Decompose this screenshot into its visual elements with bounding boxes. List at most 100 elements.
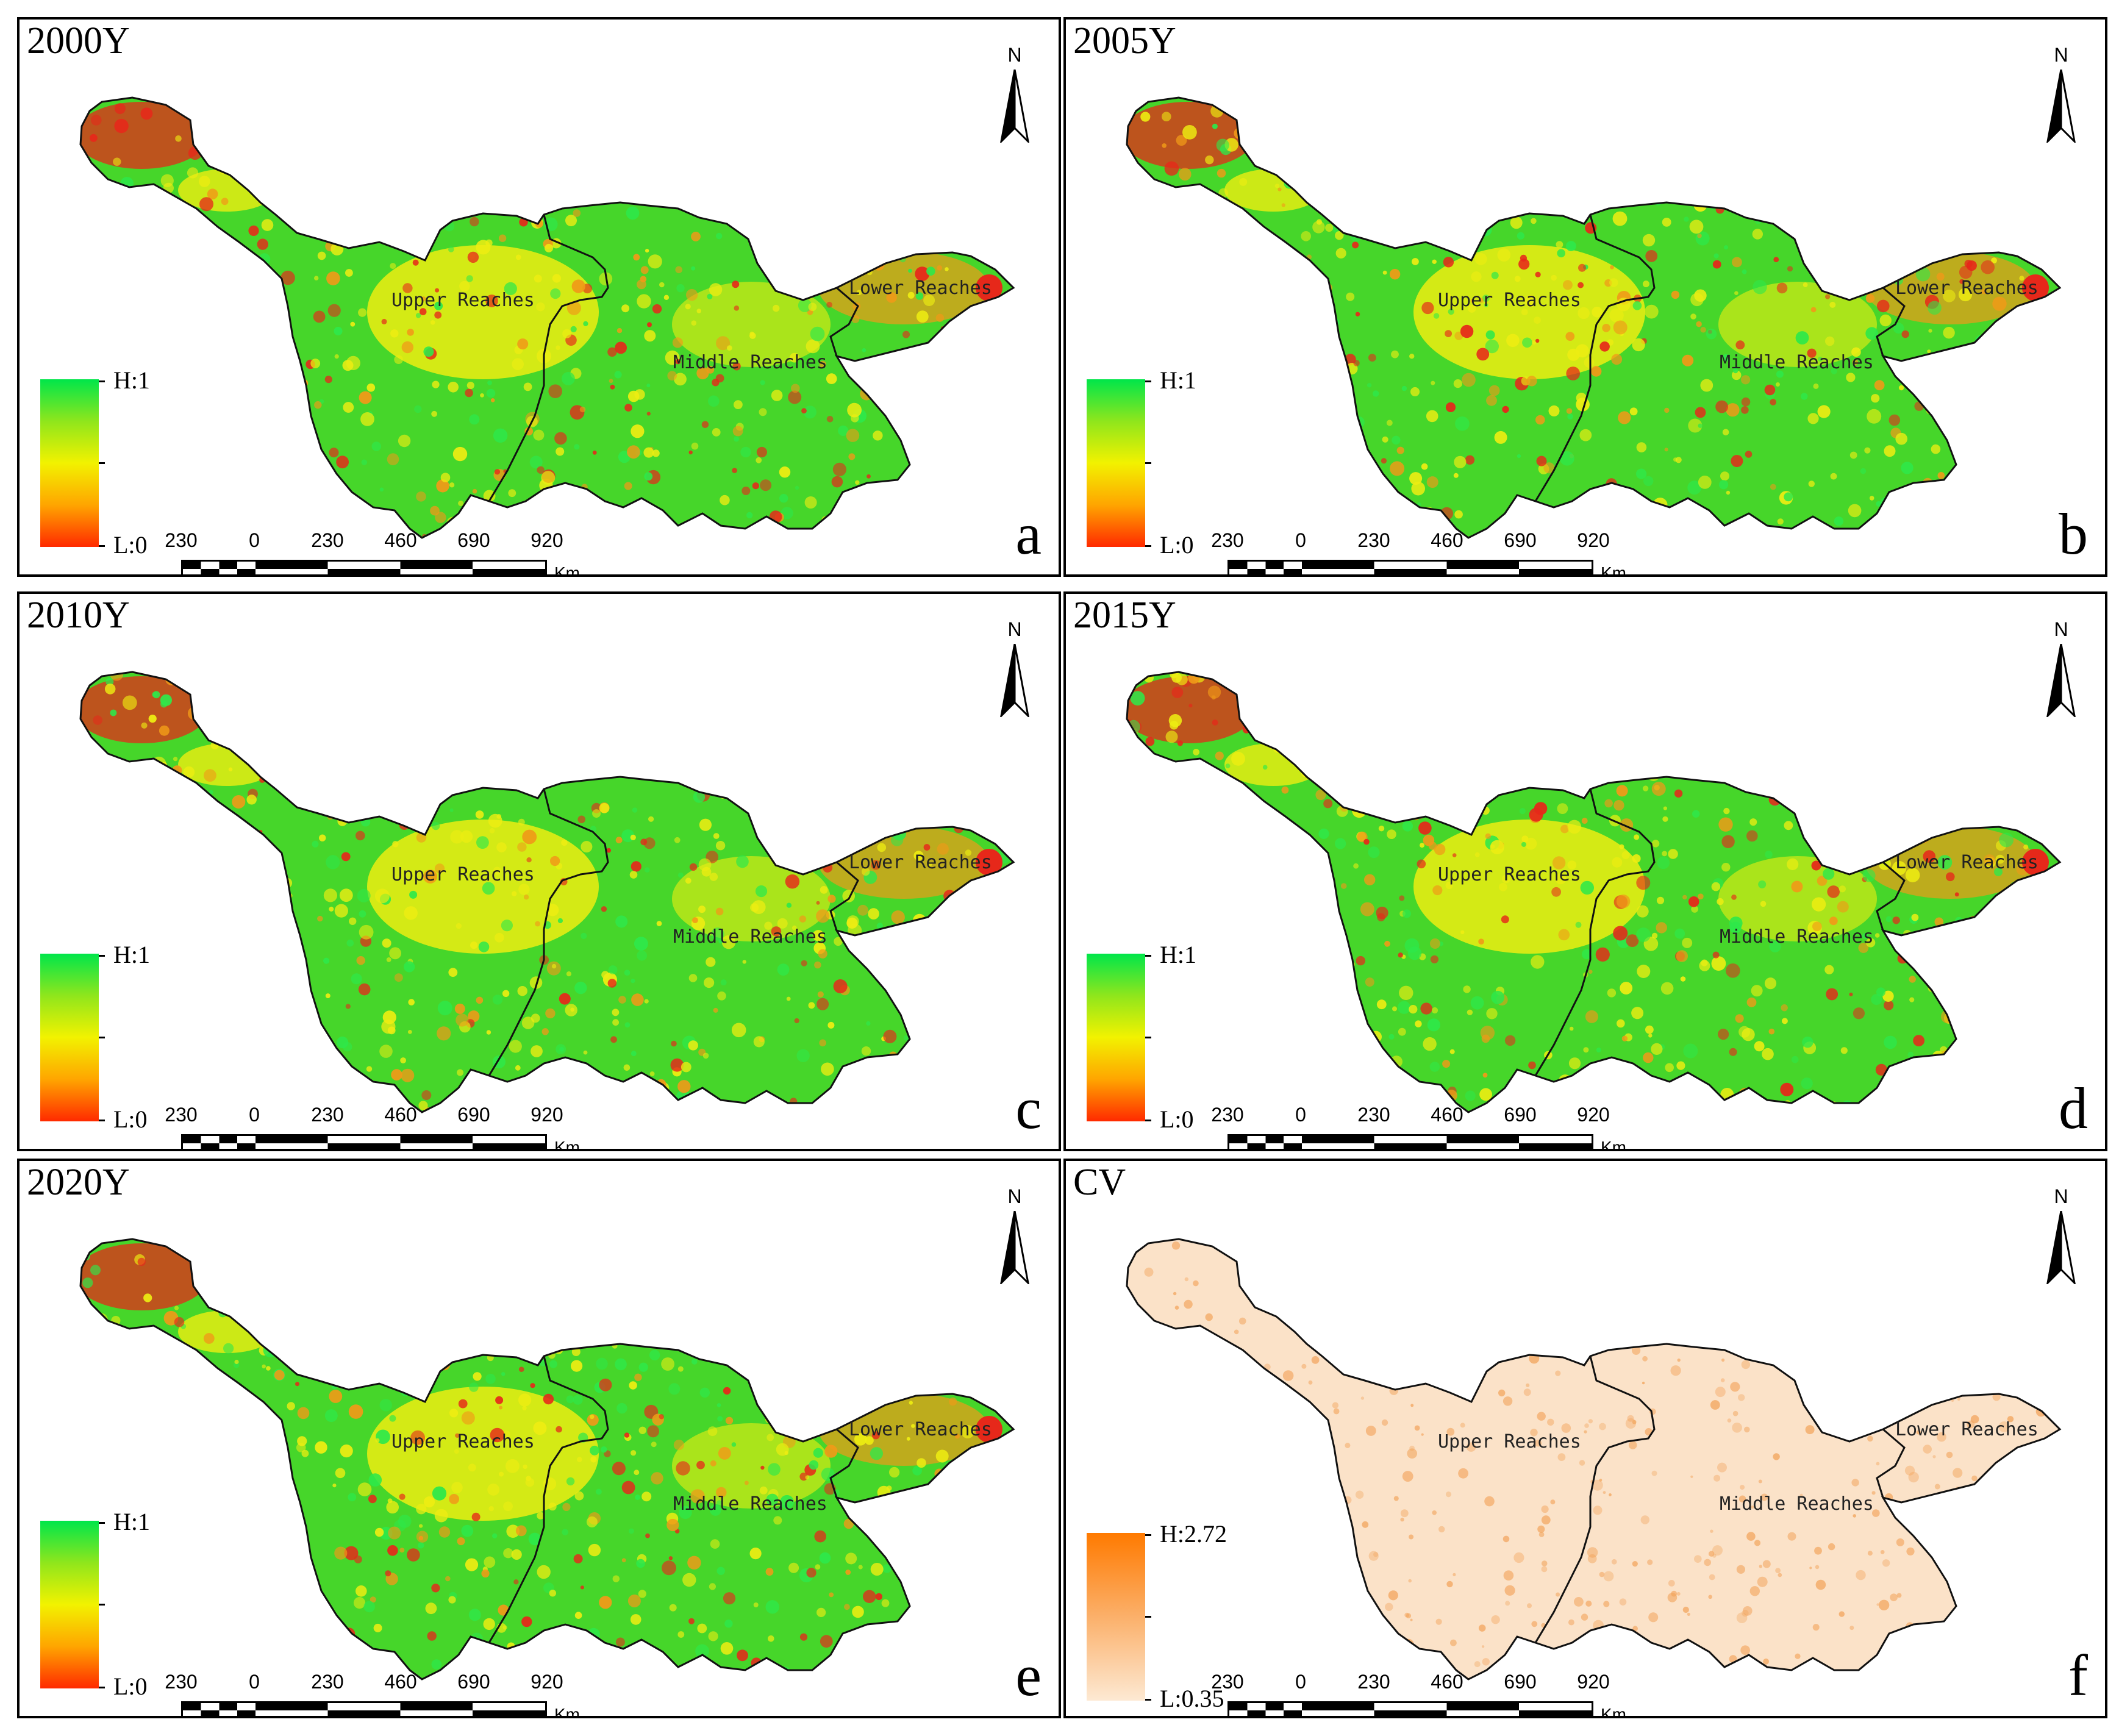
legend-tick <box>1145 1037 1151 1038</box>
map-panel-f: CV Upper Reaches Middle Reaches Lower Re… <box>1063 1159 2107 1718</box>
legend-tick <box>99 380 105 382</box>
scale-bar: 230 0 230 460 690 920 Km <box>1211 1104 1648 1149</box>
north-label: N <box>2054 618 2068 640</box>
basin-map <box>79 96 1015 539</box>
region-label-middle-reaches: Middle Reaches <box>1720 926 1874 948</box>
legend-tick <box>99 1120 105 1121</box>
region-label-middle-reaches: Middle Reaches <box>673 1493 827 1515</box>
legend-tick <box>99 1687 105 1688</box>
legend-tick <box>99 1037 105 1038</box>
basin-map <box>79 671 1015 1113</box>
scale-tick-label: 690 <box>1504 1671 1537 1693</box>
scale-unit-label: Km <box>554 563 580 577</box>
scale-tick-label: 230 <box>311 1104 344 1126</box>
region-label-upper-reaches: Upper Reaches <box>391 290 535 311</box>
scale-tick-label: 920 <box>1577 1671 1610 1693</box>
scale-unit-label: Km <box>554 1705 580 1718</box>
map-panel-e: 2020Y Upper Reaches Middle Reaches Lower… <box>17 1159 1061 1718</box>
scale-tick-label: 690 <box>1504 529 1537 551</box>
region-label-middle-reaches: Middle Reaches <box>1720 352 1874 373</box>
legend-color-ramp <box>1087 379 1145 547</box>
legend-low-label: L:0 <box>113 1106 148 1133</box>
scale-bar: 230 0 230 460 690 920 Km <box>1211 529 1648 574</box>
scale-tick-label: 690 <box>457 1671 490 1693</box>
scale-bar: 230 0 230 460 690 920 Km <box>1211 1671 1648 1716</box>
scale-tick-label: 230 <box>165 1671 198 1693</box>
year-label: CV <box>1073 1162 1126 1203</box>
legend-low-label: L:0 <box>1160 531 1194 559</box>
scale-tick-label: 0 <box>249 529 260 551</box>
legend-tick <box>1145 1699 1151 1701</box>
north-arrow: N <box>2042 44 2081 148</box>
region-label-middle-reaches: Middle Reaches <box>673 926 827 948</box>
legend-tick <box>99 1522 105 1524</box>
scale-tick-label: 920 <box>1577 1104 1610 1126</box>
legend: H:1 L:0 <box>40 941 223 1132</box>
map-panel-c: 2010Y Upper Reaches Middle Reaches Lower… <box>17 591 1061 1151</box>
basin-map <box>79 1238 1015 1681</box>
scale-tick-label: 230 <box>1357 1104 1390 1126</box>
scale-bar-segments <box>1227 560 1593 574</box>
scale-tick-label: 460 <box>1431 1104 1463 1126</box>
legend-low-label: L:0.35 <box>1160 1685 1224 1712</box>
region-label-lower-reaches: Lower Reaches <box>1895 277 2039 299</box>
scale-tick-label: 0 <box>249 1671 260 1693</box>
scale-unit-label: Km <box>554 1138 580 1151</box>
region-label-lower-reaches: Lower Reaches <box>849 1419 992 1440</box>
legend-tick <box>1145 1616 1151 1618</box>
region-label-lower-reaches: Lower Reaches <box>1895 1419 2039 1440</box>
legend-low-label: L:0 <box>113 531 148 559</box>
region-label-upper-reaches: Upper Reaches <box>1438 290 1581 311</box>
north-label: N <box>1007 618 1022 640</box>
scale-bar-segments <box>181 560 547 574</box>
legend-high-label: H:1 <box>1160 366 1196 394</box>
legend-high-label: H:1 <box>113 941 150 968</box>
north-arrow-icon <box>1000 644 1029 717</box>
scale-bar-segments <box>181 1701 547 1716</box>
region-label-lower-reaches: Lower Reaches <box>849 852 992 873</box>
panel-letter: f <box>2068 1643 2088 1708</box>
legend-tick <box>99 955 105 957</box>
legend: H:1 L:0 <box>40 367 223 557</box>
legend-tick <box>99 462 105 464</box>
scale-bar-segments <box>1227 1701 1593 1716</box>
scale-tick-label: 920 <box>531 1671 563 1693</box>
north-arrow-icon <box>2046 70 2076 143</box>
scale-tick-label: 690 <box>457 1104 490 1126</box>
north-arrow-icon <box>2046 644 2076 717</box>
scale-tick-label: 460 <box>1431 529 1463 551</box>
legend: H:1 L:0 <box>40 1508 223 1699</box>
north-arrow: N <box>2042 1185 2081 1289</box>
legend-high-label: H:1 <box>1160 941 1196 968</box>
scale-tick-label: 230 <box>1211 529 1244 551</box>
scale-tick-label: 0 <box>1295 1104 1306 1126</box>
scale-tick-label: 0 <box>249 1104 260 1126</box>
scale-tick-label: 0 <box>1295 529 1306 551</box>
scale-tick-label: 920 <box>531 529 563 551</box>
year-label: 2000Y <box>27 20 130 62</box>
region-label-middle-reaches: Middle Reaches <box>1720 1493 1874 1515</box>
legend-color-ramp <box>1087 954 1145 1121</box>
scale-bar: 230 0 230 460 690 920 Km <box>165 529 602 577</box>
region-label-upper-reaches: Upper Reaches <box>391 1431 535 1452</box>
panel-letter: b <box>2059 501 2088 566</box>
basin-map <box>1126 96 2062 539</box>
north-arrow-icon <box>1000 70 1029 143</box>
scale-bar-segments <box>1227 1134 1593 1149</box>
legend-color-ramp <box>1087 1533 1145 1701</box>
region-label-lower-reaches: Lower Reaches <box>1895 852 2039 873</box>
legend-tick <box>1145 380 1151 382</box>
basin-map <box>1126 1238 2062 1681</box>
year-label: 2020Y <box>27 1162 130 1203</box>
region-label-upper-reaches: Upper Reaches <box>391 864 535 885</box>
legend-low-label: L:0 <box>113 1673 148 1700</box>
scale-tick-label: 690 <box>1504 1104 1537 1126</box>
scale-tick-label: 0 <box>1295 1671 1306 1693</box>
region-label-middle-reaches: Middle Reaches <box>673 352 827 373</box>
legend-color-ramp <box>40 1521 99 1688</box>
scale-bar: 230 0 230 460 690 920 Km <box>165 1671 602 1718</box>
legend-high-label: H:1 <box>113 1508 150 1535</box>
scale-tick-label: 460 <box>384 529 417 551</box>
legend-color-ramp <box>40 954 99 1121</box>
year-label: 2010Y <box>27 595 130 636</box>
